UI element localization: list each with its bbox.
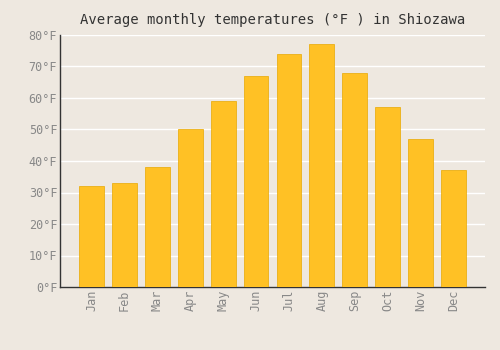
- Bar: [376, 107, 400, 287]
- Bar: [211, 101, 236, 287]
- Bar: [408, 139, 433, 287]
- Title: Average monthly temperatures (°F ) in Shiozawa: Average monthly temperatures (°F ) in Sh…: [80, 13, 465, 27]
- Bar: [276, 54, 301, 287]
- Bar: [80, 186, 104, 287]
- Bar: [441, 170, 466, 287]
- Bar: [244, 76, 268, 287]
- Bar: [342, 73, 367, 287]
- Bar: [112, 183, 137, 287]
- Bar: [310, 44, 334, 287]
- Bar: [178, 130, 203, 287]
- Bar: [145, 167, 170, 287]
